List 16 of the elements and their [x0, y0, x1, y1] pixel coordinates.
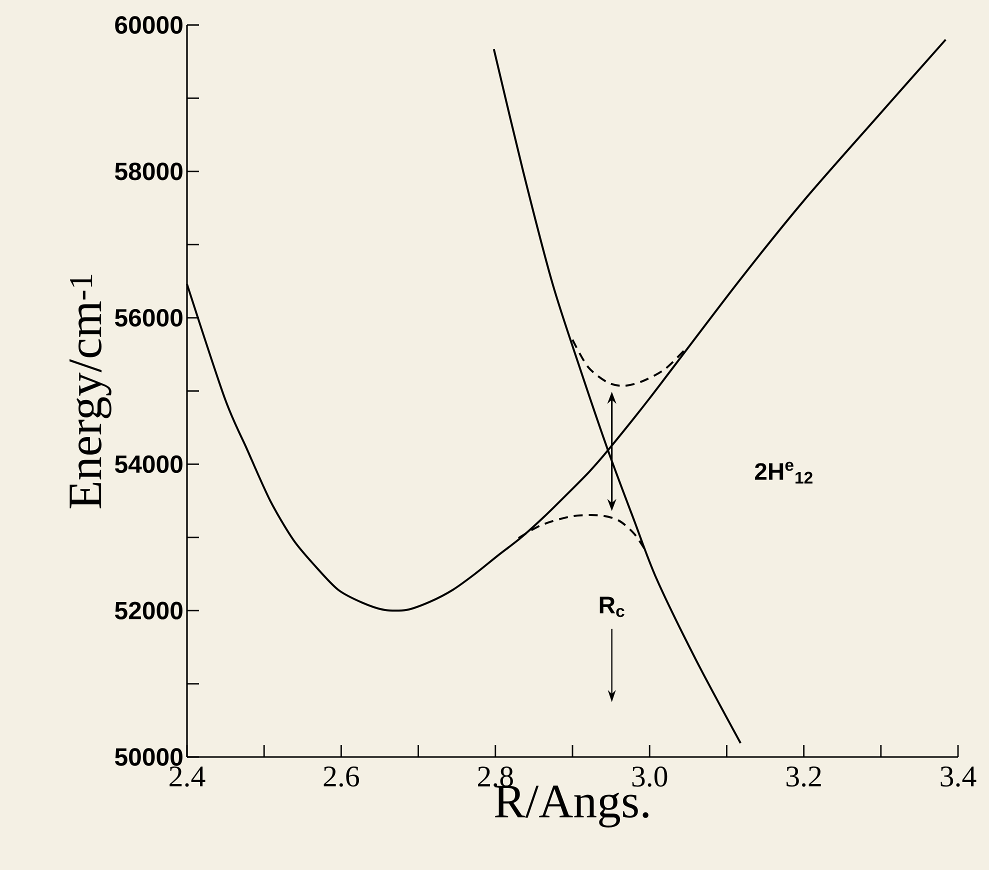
x-tick-label: 3.2 [786, 766, 821, 787]
x-tick-label: 3.0 [632, 766, 668, 787]
annotation: R$_{c}$ [600, 596, 624, 618]
y-tick-label: 60000 [115, 16, 182, 34]
y-tick-label: 56000 [114, 308, 182, 327]
x-tick-label: 2.8 [478, 766, 513, 787]
annotation: 2H$^{e}$12 [754, 462, 812, 484]
y-tick-label: 54000 [114, 455, 182, 474]
y-tick-label: 50000 [114, 748, 182, 766]
y-tick-label: 58000 [114, 162, 182, 180]
x-tick-label: 2.6 [324, 766, 359, 787]
y-axis-title: Energy/cm$^{-1}$ [70, 274, 112, 508]
x-tick-label: 2.4 [170, 766, 206, 787]
y-tick-label: 52000 [114, 602, 182, 620]
x-axis-title: R/Angs. [494, 786, 648, 828]
x-tick-label: 3.4 [940, 766, 976, 787]
